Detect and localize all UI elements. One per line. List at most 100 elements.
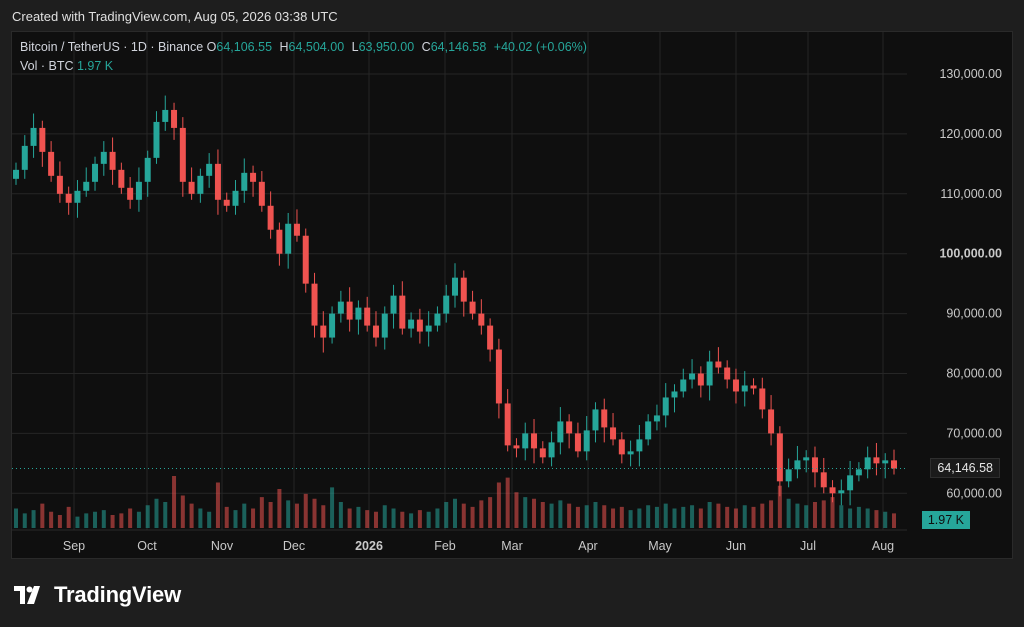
last-price-badge: 64,146.58 xyxy=(930,458,1000,479)
volume-label[interactable]: Vol · BTC xyxy=(20,59,74,73)
candle-body xyxy=(794,460,801,470)
volume-bar xyxy=(215,482,220,528)
candle-body xyxy=(689,373,696,380)
candle-body xyxy=(460,277,467,302)
candle-body xyxy=(715,361,722,368)
volume-bar xyxy=(663,503,668,528)
created-with-caption: Created with TradingView.com, Aug 05, 20… xyxy=(12,9,338,24)
candle-body xyxy=(443,295,450,314)
y-tick-label: 90,000.00 xyxy=(946,307,1002,321)
volume-bar xyxy=(365,510,370,528)
candle-body xyxy=(847,475,854,491)
x-tick-label: Apr xyxy=(578,539,597,553)
volume-bar xyxy=(883,511,888,528)
candle-body xyxy=(311,283,318,326)
symbol-title[interactable]: Bitcoin / TetherUS · 1D · Binance xyxy=(20,40,204,54)
candle-body xyxy=(65,193,72,203)
candle-body xyxy=(478,313,485,326)
candle-body xyxy=(285,223,292,254)
volume-bar xyxy=(540,502,545,528)
volume-bar xyxy=(294,503,299,528)
candle-body xyxy=(574,433,581,452)
candle-body xyxy=(548,442,555,458)
volume-bar xyxy=(821,500,826,528)
x-tick-label: Feb xyxy=(434,539,456,553)
candle-body xyxy=(495,349,502,404)
y-tick-label: 120,000.00 xyxy=(939,127,1002,141)
volume-bar xyxy=(242,503,247,528)
x-tick-label: Nov xyxy=(211,539,234,553)
volume-bar xyxy=(128,508,133,528)
volume-bar xyxy=(251,508,256,528)
volume-bar xyxy=(57,515,62,528)
volume-bar xyxy=(145,505,150,528)
candle-body xyxy=(267,205,274,230)
volume-bar xyxy=(373,511,378,528)
candle-body xyxy=(21,145,28,170)
candle-body xyxy=(741,385,748,392)
low-value: 63,950.00 xyxy=(358,40,415,54)
volume-bar xyxy=(496,482,501,528)
candle-body xyxy=(706,361,713,386)
candle-body xyxy=(381,313,388,338)
candle-body xyxy=(188,181,195,194)
volume-bar xyxy=(259,497,264,528)
volume-bar xyxy=(66,506,71,528)
volume-bar xyxy=(22,513,27,528)
volume-bar xyxy=(356,506,361,528)
candle-body xyxy=(390,295,397,314)
volume-bar xyxy=(172,476,177,528)
x-tick-label: Jul xyxy=(800,539,816,553)
volume-bar xyxy=(426,511,431,528)
candle-body xyxy=(680,379,687,392)
candle-body xyxy=(162,109,169,122)
volume-bar xyxy=(654,506,659,528)
volume-value: 1.97 K xyxy=(76,59,114,73)
candle-body xyxy=(302,235,309,284)
volume-bar xyxy=(646,505,651,528)
candle-body xyxy=(697,373,704,386)
candle-body xyxy=(355,307,362,320)
candle-body xyxy=(399,295,406,329)
candle-body xyxy=(513,445,520,449)
volume-bar xyxy=(400,511,405,528)
candle-body xyxy=(522,433,529,449)
volume-bar xyxy=(672,508,677,528)
candle-body xyxy=(487,325,494,350)
x-tick-label: Sep xyxy=(63,539,85,553)
volume-bar xyxy=(523,497,528,528)
volume-bar xyxy=(382,505,387,528)
candle-body xyxy=(566,421,573,434)
volume-bar xyxy=(874,510,879,528)
y-tick-label: 110,000.00 xyxy=(940,187,1002,201)
footer-branding: TradingView xyxy=(14,582,181,608)
candle-body xyxy=(829,487,836,494)
volume-bar xyxy=(14,508,18,528)
candle-body xyxy=(803,457,810,461)
candle-body xyxy=(882,460,889,464)
candle-body xyxy=(241,172,248,191)
y-tick-label: 60,000.00 xyxy=(946,486,1002,500)
volume-bar xyxy=(233,510,238,528)
candle-body xyxy=(197,175,204,194)
tradingview-logo-icon xyxy=(14,586,40,604)
candle-body xyxy=(531,433,538,449)
chart-panel[interactable]: 60,000.00 70,000.00 80,000.00 90,000.00 100,… xyxy=(11,31,1013,559)
x-tick-label: Jun xyxy=(726,539,746,553)
volume-bar xyxy=(567,503,572,528)
volume-bar xyxy=(690,505,695,528)
volume-bar xyxy=(848,508,853,528)
volume-bar xyxy=(180,495,185,528)
candle-body xyxy=(144,157,151,182)
candle-body xyxy=(372,325,379,338)
volume-bar xyxy=(391,508,396,528)
candlestick-chart[interactable]: 60,000.00 70,000.00 80,000.00 90,000.00 100,… xyxy=(12,32,1012,558)
ohlc-legend: Bitcoin / TetherUS · 1D · Binance O64,10… xyxy=(20,40,591,54)
y-tick-label: 130,000.00 xyxy=(939,67,1002,81)
volume-bar xyxy=(725,506,730,528)
volume-bar xyxy=(812,502,817,528)
volume-bar xyxy=(549,503,554,528)
volume-bar xyxy=(470,506,475,528)
volume-bar xyxy=(575,506,580,528)
high-label: H xyxy=(279,40,289,54)
